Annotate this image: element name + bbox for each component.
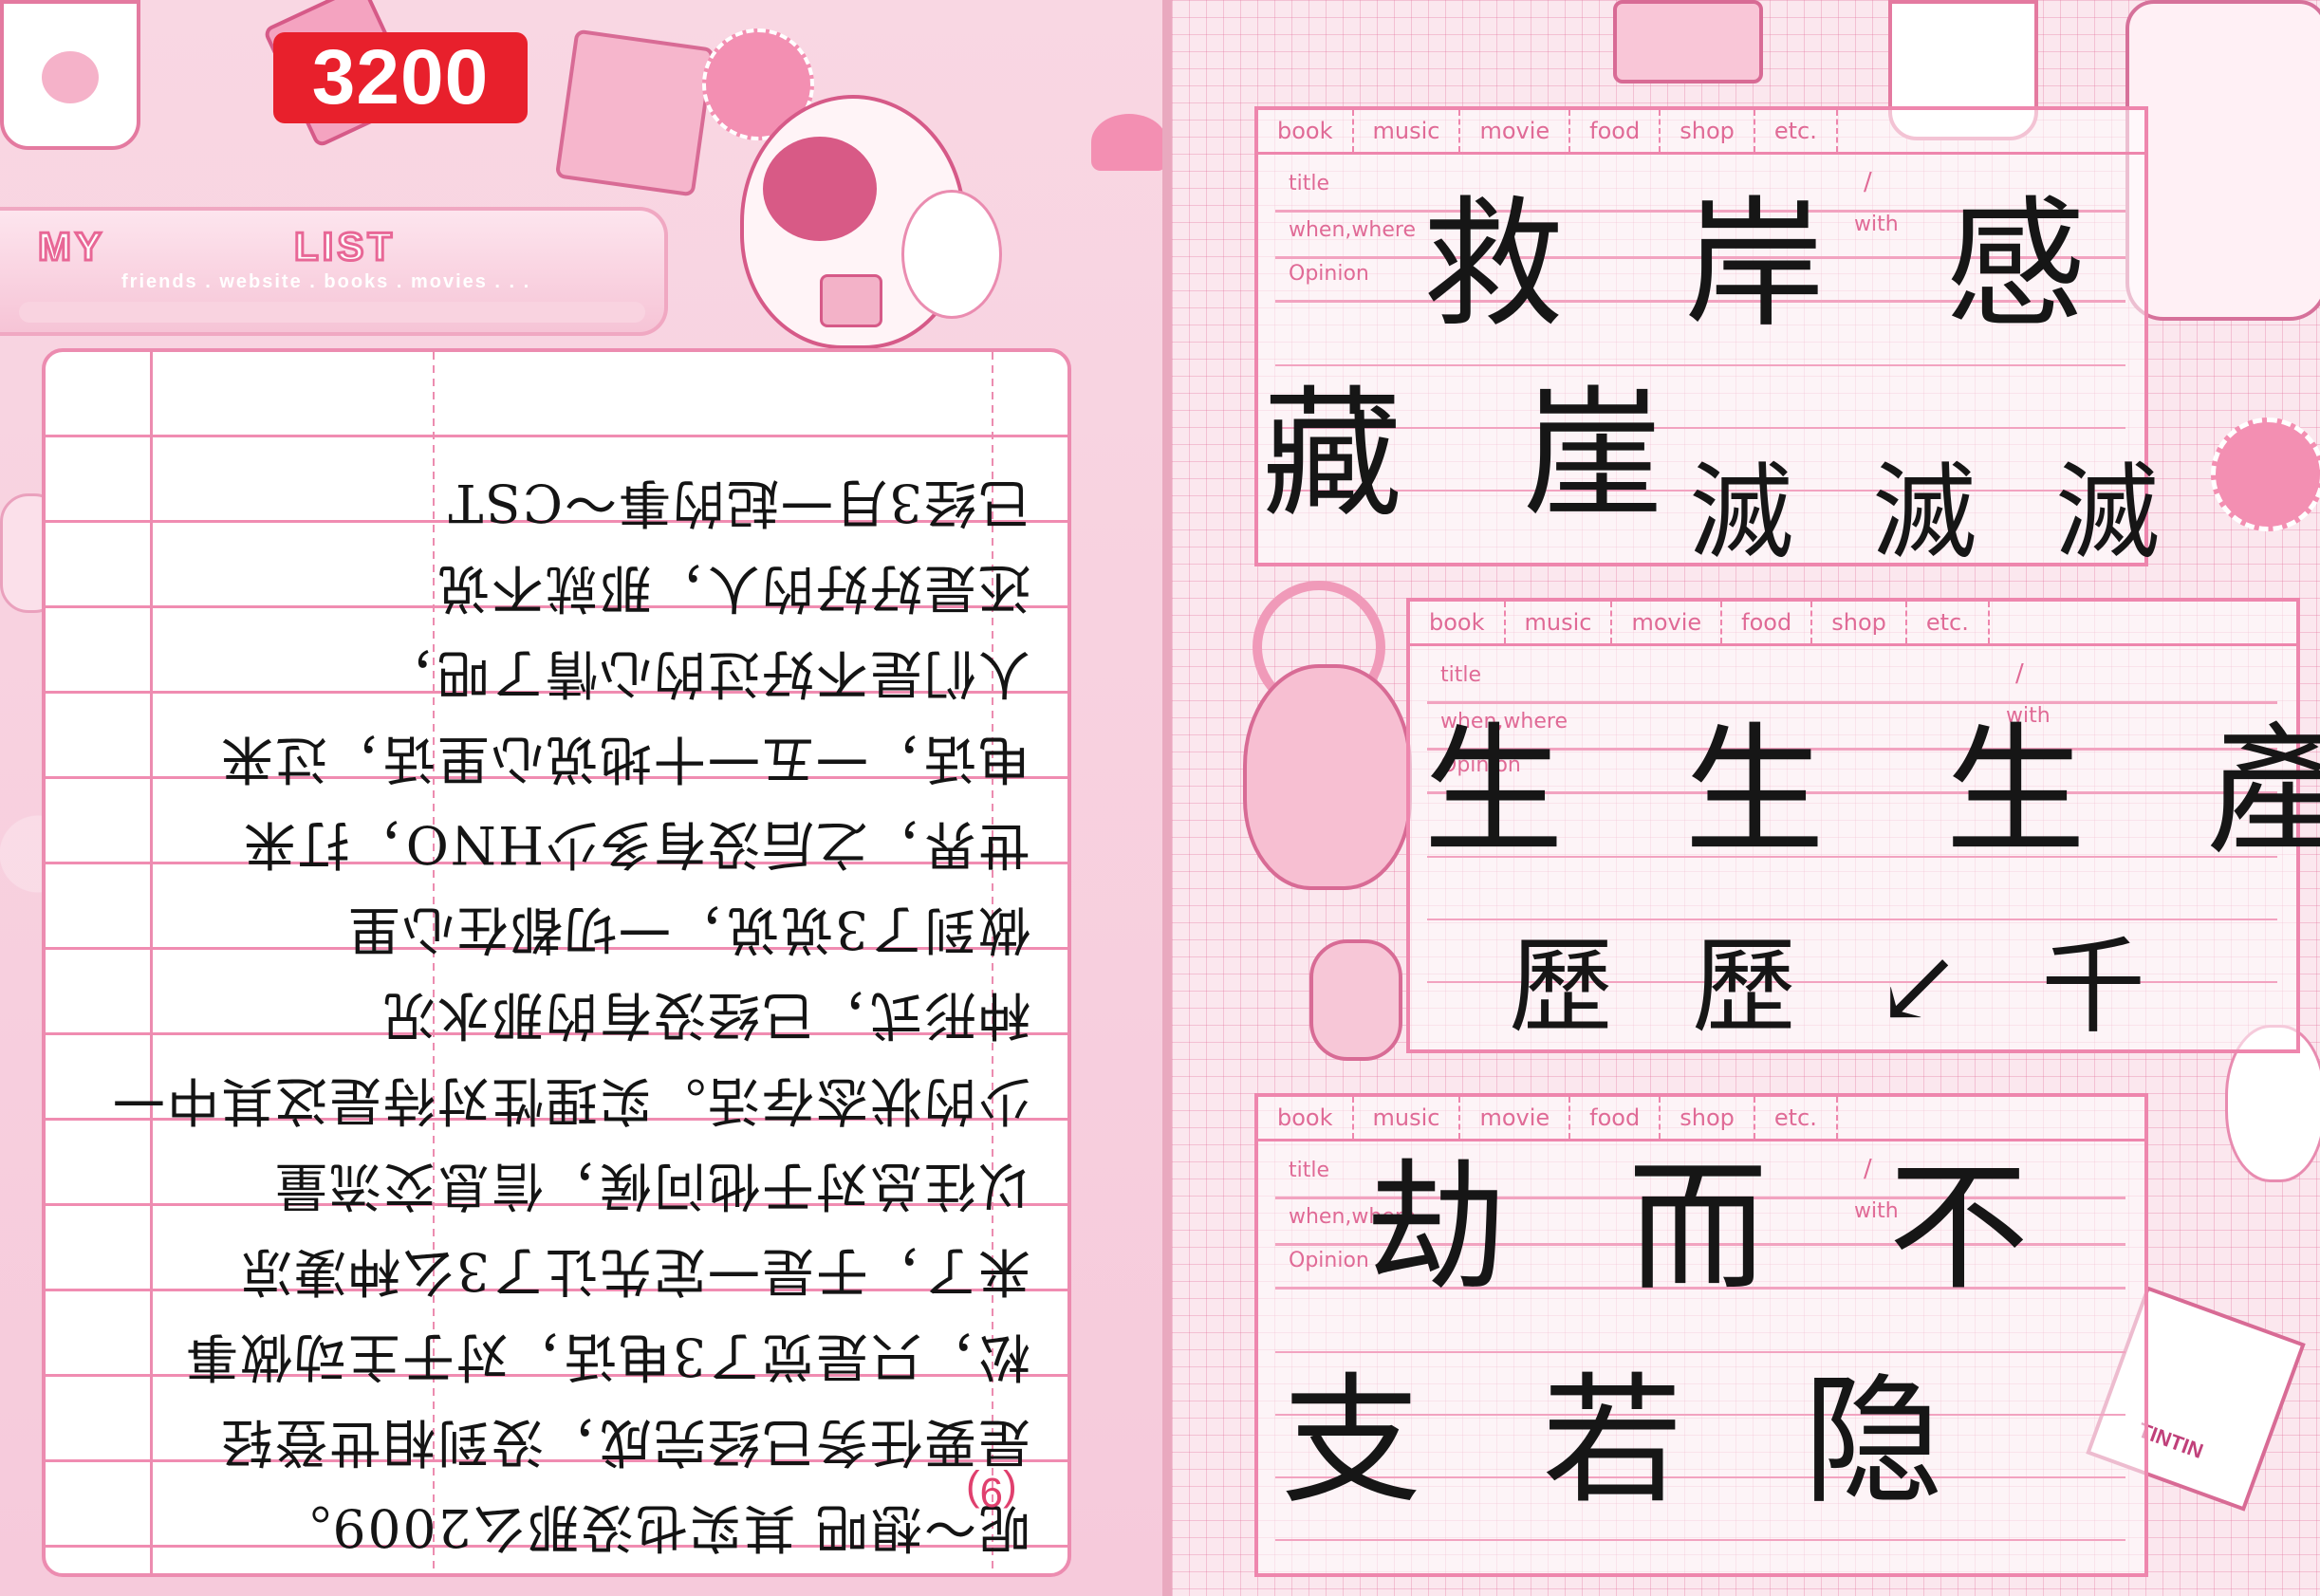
flower-sticker (702, 28, 814, 140)
opinion-area (1275, 304, 2125, 547)
opinion-label: Opinion (1289, 262, 1369, 286)
letter-line: 松，只是觉了3电话，对于主动做事 (184, 1327, 1030, 1387)
handwritten-line: 藏 崖 (1262, 373, 1702, 536)
letter-line: 世界，之后没有多少HNO，打来 (241, 814, 1030, 875)
opinion-row: Opinion (1275, 1239, 2125, 1290)
handwritten-line: 生 生 生 產 (1423, 710, 2320, 873)
title-separator: / (1864, 168, 1872, 196)
bag-sticker (2125, 0, 2320, 321)
gift-sticker (554, 28, 715, 197)
tab-book: book (1258, 110, 1354, 152)
list-form-card-2: book music movie food shop etc. title / … (1406, 598, 2300, 1053)
tab-movie: movie (1460, 1097, 1571, 1139)
handwritten-line: 救 岸 感 (1423, 183, 2125, 346)
opinion-row: Opinion (1275, 252, 2125, 303)
when-where-label: when,where (1289, 1205, 1416, 1229)
opinion-area (1427, 795, 2277, 1034)
bunny-sticker (901, 190, 1002, 319)
letter-line: 种形式，已经没有的那水况 (380, 985, 1030, 1046)
tab-shop: shop (1812, 602, 1907, 643)
letter-line: 电话，一五一十地说心里话，过来 (218, 729, 1030, 789)
category-tabs: book music movie food shop etc. (1258, 1097, 2144, 1141)
tab-etc: etc. (1907, 602, 1990, 643)
tab-food: food (1570, 1097, 1661, 1139)
handwritten-letter: 呢～想吧 其实也没那么2009。 是要任务已经完成，没到相世登轻 松，只是觉了3… (99, 375, 1048, 1570)
tab-book: book (1258, 1097, 1354, 1139)
flower-sticker (2211, 418, 2320, 531)
title-label: title (1440, 663, 1482, 687)
handwritten-line: 歷 歷 ↙ 千 (1509, 926, 2169, 1048)
with-label: with (2006, 704, 2051, 728)
tab-food: food (1722, 602, 1813, 643)
banner-title-my: MY (37, 223, 105, 270)
tab-etc: etc. (1755, 110, 1838, 152)
opinion-row: Opinion (1427, 744, 2277, 794)
banner-subtitle: friends . website . books . movies . . . (121, 271, 531, 292)
when-where-row: when,where with (1427, 700, 2277, 751)
opinion-label: Opinion (1289, 1249, 1369, 1272)
letter-line: 人们是不好过的心情了吧， (380, 643, 1030, 704)
charm-sticker (1309, 939, 1402, 1061)
tab-music: music (1354, 1097, 1461, 1139)
tab-movie: movie (1460, 110, 1571, 152)
when-where-row: when,where with (1275, 209, 2125, 259)
letter-line: 少的状态存活。实理性对待是这其中一 (110, 1070, 1030, 1131)
title-row: title / (1275, 1149, 2125, 1199)
my-list-banner: MY LIST friends . website . books . movi… (0, 207, 668, 336)
letter-line: 已经3月一起的事～CST (446, 473, 1030, 533)
shoe-sticker (1091, 114, 1162, 171)
banner-stripe (19, 302, 645, 323)
with-label: with (1854, 213, 1899, 236)
pig-sticker (1243, 664, 1412, 890)
title-label: title (1289, 172, 1330, 195)
tab-food: food (1570, 110, 1661, 152)
bear-sticker (740, 95, 966, 349)
category-tabs: book music movie food shop etc. (1258, 110, 2144, 155)
tab-movie: movie (1612, 602, 1723, 643)
tab-book: book (1410, 602, 1506, 643)
when-where-label: when,where (1289, 218, 1416, 242)
letter-line: 还是好好的人，那就不说 (435, 558, 1030, 619)
title-row: title / (1427, 654, 2277, 704)
tab-shop: shop (1661, 1097, 1755, 1139)
list-form-card-3: book music movie food shop etc. title / … (1254, 1093, 2148, 1577)
when-where-row: when,where with (1275, 1196, 2125, 1246)
letter-line: 做到了3说说，一切都在心里 (346, 900, 1030, 960)
title-separator: / (1864, 1155, 1872, 1183)
letter-line: 是要任务已经完成，没到相世登轻 (218, 1412, 1030, 1473)
handwritten-line: 劫 而 不 (1366, 1146, 2068, 1309)
book-gutter (1162, 0, 1172, 1596)
letter-line: 来了，于是一定先让了3么种凄凉 (238, 1241, 1030, 1302)
tab-etc: etc. (1755, 1097, 1838, 1139)
when-where-label: when,where (1440, 710, 1568, 733)
lined-note-card (42, 348, 1071, 1577)
tab-shop: shop (1661, 110, 1755, 152)
tab-music: music (1506, 602, 1613, 643)
list-form-card-1: book music movie food shop etc. title / … (1254, 106, 2148, 566)
title-row: title / (1275, 162, 2125, 213)
page-number: (9) (966, 1469, 1017, 1515)
title-label: title (1289, 1159, 1330, 1182)
opinion-area (1275, 1290, 2125, 1558)
letter-line: 以往总对于他问候，信息交流量 (272, 1156, 1030, 1216)
handwritten-line: 支 若 隐 (1281, 1360, 1982, 1523)
opinion-label: Opinion (1440, 753, 1521, 777)
tab-music: music (1354, 110, 1461, 152)
page-tag: 3200 (273, 32, 528, 123)
title-separator: / (2015, 659, 2024, 688)
left-page: MY LIST friends . website . books . movi… (0, 0, 1162, 1596)
box-sticker (1613, 0, 1763, 84)
with-label: with (1854, 1199, 1899, 1223)
letter-line: 呢～想吧 其实也没那么2009。 (276, 1497, 1030, 1558)
mug-sticker (0, 0, 140, 150)
category-tabs: book music movie food shop etc. (1410, 602, 2296, 646)
banner-title-list: LIST (293, 223, 396, 270)
handwritten-line: 滅 滅 滅 (1689, 452, 2182, 573)
